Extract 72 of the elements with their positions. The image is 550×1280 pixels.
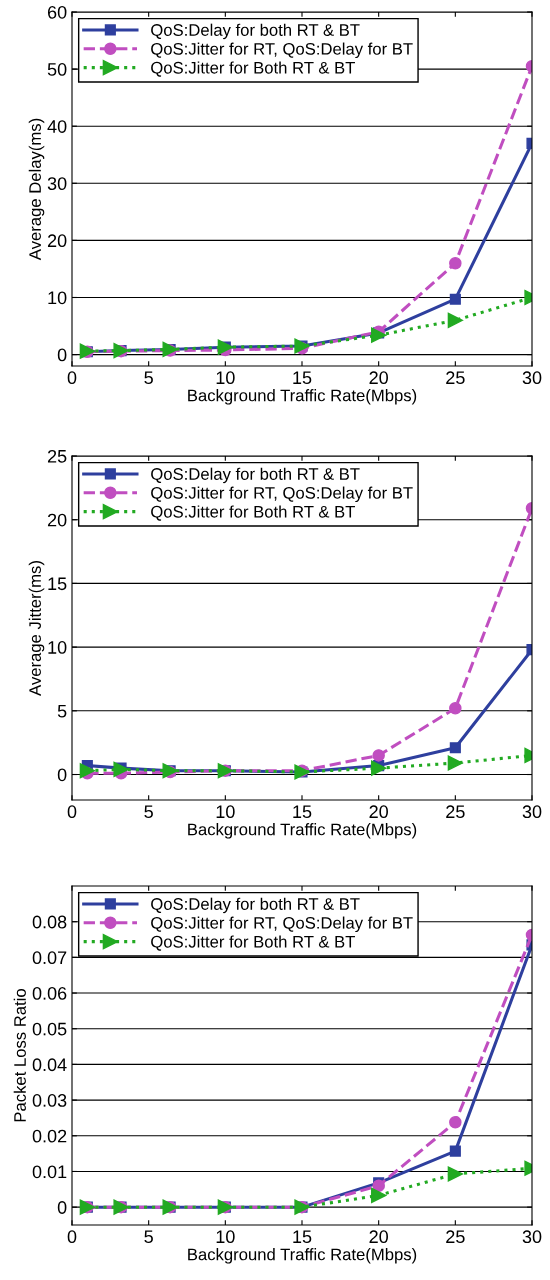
- point: [447, 755, 463, 771]
- x-tick-label: 5: [144, 371, 153, 385]
- y-axis-title: Average Jitter(ms): [28, 561, 45, 696]
- y-tick-label: 0.02: [32, 1129, 67, 1143]
- legend-label: QoS:Delay for both RT & BT: [151, 467, 360, 484]
- point: [447, 1166, 463, 1182]
- x-tick-label: 30: [522, 1230, 542, 1244]
- x-tick-label: 20: [369, 805, 388, 819]
- y-tick-label: 40: [47, 120, 67, 133]
- point: [371, 760, 387, 776]
- y-tick-label: 20: [47, 513, 67, 527]
- x-axis-title: Background Traffic Rate(Mbps): [188, 1248, 417, 1264]
- point: [371, 1187, 387, 1204]
- y-tick-label: 0.05: [32, 1022, 67, 1036]
- y-tick-label: 20: [47, 234, 67, 248]
- y-tick-label: 0: [57, 768, 67, 782]
- legend-label: QoS:Jitter for Both RT & BT: [151, 505, 355, 521]
- point: [449, 256, 462, 270]
- x-tick-label: 0: [67, 1230, 77, 1244]
- x-tick-label: 5: [144, 1230, 153, 1244]
- x-tick-label: 10: [216, 371, 235, 385]
- legend-label: QoS:Jitter for Both RT & BT: [151, 935, 355, 951]
- y-tick-label: 0.04: [32, 1058, 67, 1072]
- x-axis-title: Background Traffic Rate(Mbps): [188, 389, 417, 405]
- x-tick-label: 10: [216, 805, 235, 819]
- y-tick-label: 30: [47, 177, 67, 191]
- x-tick-label: 30: [522, 371, 542, 385]
- y-tick-label: 0.06: [32, 986, 67, 1000]
- x-tick-label: 0: [67, 805, 77, 819]
- point: [449, 293, 461, 305]
- point: [449, 742, 461, 754]
- y-tick-label: 0.03: [32, 1094, 67, 1107]
- legend-label: QoS:Jitter for Both RT & BT: [151, 61, 355, 77]
- y-tick-label: 50: [47, 63, 67, 76]
- y-tick-label: 5: [57, 704, 67, 718]
- legend-label: QoS:Jitter for RT, QoS:Delay for BT: [151, 486, 413, 503]
- x-tick-label: 15: [293, 371, 312, 385]
- x-tick-label: 30: [522, 805, 542, 819]
- y-tick-label: 10: [48, 291, 67, 305]
- x-tick-label: 15: [293, 1230, 312, 1244]
- point: [449, 1145, 461, 1157]
- y-tick-label: 60: [47, 5, 67, 19]
- y-tick-label: 0.01: [32, 1165, 67, 1179]
- y-tick-label: 0: [57, 1201, 67, 1214]
- x-tick-label: 15: [293, 805, 312, 819]
- x-tick-label: 20: [369, 1230, 388, 1244]
- x-tick-label: 0: [67, 371, 77, 385]
- x-tick-label: 25: [446, 805, 465, 819]
- point: [372, 749, 385, 762]
- x-tick-label: 25: [446, 371, 465, 385]
- legend-label: QoS:Delay for both RT & BT: [151, 897, 360, 914]
- legend-label: QoS:Delay for both RT & BT: [151, 23, 360, 40]
- x-axis-title: Background Traffic Rate(Mbps): [188, 823, 417, 839]
- point: [371, 327, 387, 343]
- point: [447, 312, 463, 328]
- y-tick-label: 0.08: [32, 915, 67, 929]
- point: [113, 761, 129, 778]
- y-tick-label: 25: [47, 449, 67, 463]
- legend-label: QoS:Jitter for RT, QoS:Delay for BT: [151, 916, 413, 933]
- point: [449, 1115, 462, 1129]
- x-tick-label: 5: [144, 805, 153, 819]
- y-tick-label: 15: [48, 577, 67, 591]
- x-tick-label: 25: [446, 1230, 465, 1244]
- y-tick-label: 0: [57, 348, 67, 362]
- x-tick-label: 20: [369, 371, 388, 385]
- point: [449, 702, 462, 715]
- y-axis-title: Packet Loss Ratio: [13, 989, 26, 1122]
- legend-label: QoS:Jitter for RT, QoS:Delay for BT: [151, 42, 413, 59]
- x-tick-label: 10: [216, 1230, 235, 1244]
- y-axis-title: Average Delay(ms): [28, 118, 45, 261]
- y-tick-label: 0.07: [32, 951, 67, 965]
- y-tick-label: 10: [48, 641, 67, 654]
